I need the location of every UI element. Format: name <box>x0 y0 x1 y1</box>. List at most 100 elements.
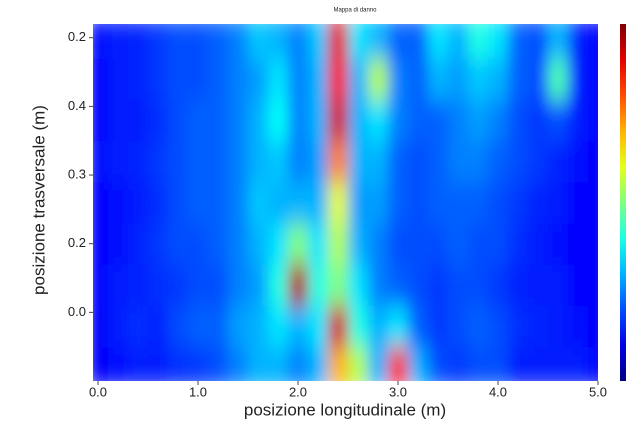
heat-cell <box>328 99 349 142</box>
heat-cell <box>248 264 269 306</box>
heat-cell <box>548 181 569 224</box>
heat-cell <box>208 58 229 101</box>
heat-cell <box>248 24 269 59</box>
heat-cell <box>348 223 369 265</box>
heat-cell <box>508 181 529 224</box>
heat-cell <box>488 264 509 306</box>
heat-cell <box>368 140 389 183</box>
heat-cell <box>408 264 429 306</box>
x-tick-label: 2.0 <box>289 384 307 399</box>
heat-cell <box>308 223 329 265</box>
heat-cell <box>328 264 349 306</box>
heat-cell <box>93 264 109 306</box>
x-tick-label: 4.0 <box>489 384 507 399</box>
heat-cell <box>488 99 509 142</box>
heat-cell <box>108 305 129 348</box>
heat-cell <box>288 264 309 306</box>
heat-cell <box>348 181 369 224</box>
heat-cell <box>508 140 529 183</box>
heat-cell <box>93 24 109 59</box>
heat-cell <box>388 305 409 348</box>
heat-cell <box>588 223 598 265</box>
heat-cell <box>128 181 149 224</box>
heat-cell <box>408 346 429 381</box>
chart-title: Mappa di danno <box>333 8 377 14</box>
heat-cell <box>508 264 529 306</box>
heat-cell <box>148 305 169 348</box>
heat-cell <box>168 99 189 142</box>
heat-cell <box>548 24 569 59</box>
heat-cell <box>208 140 229 183</box>
heat-cell <box>328 305 349 348</box>
heat-cell <box>328 58 349 101</box>
heat-cell <box>368 264 389 306</box>
heat-cell <box>228 24 249 59</box>
heat-cell <box>248 99 269 142</box>
heat-cell <box>588 58 598 101</box>
heat-cell <box>188 264 209 306</box>
heat-cell <box>308 181 329 224</box>
heat-cell <box>308 24 329 59</box>
heat-cell <box>268 223 289 265</box>
heat-cell <box>228 140 249 183</box>
heat-cell <box>308 58 329 101</box>
y-tick-label: 0.0 <box>68 304 86 319</box>
heat-cell <box>268 346 289 381</box>
heat-cell <box>228 264 249 306</box>
heat-cell <box>148 264 169 306</box>
heat-cell <box>168 223 189 265</box>
heat-cell <box>128 264 149 306</box>
heat-cell <box>488 58 509 101</box>
heat-cell <box>508 58 529 101</box>
heat-cell <box>448 140 469 183</box>
heat-cell <box>188 24 209 59</box>
heat-cell <box>368 58 389 101</box>
heat-cell <box>548 99 569 142</box>
heat-cell <box>548 58 569 101</box>
heat-cell <box>108 264 129 306</box>
heat-cell <box>568 181 589 224</box>
y-tick-label: 0.4 <box>68 98 86 113</box>
heat-cell <box>588 346 598 381</box>
heat-cell <box>128 223 149 265</box>
heat-cell <box>568 24 589 59</box>
heat-cell <box>508 24 529 59</box>
heat-cell <box>268 24 289 59</box>
heat-cell <box>468 24 489 59</box>
heat-cell <box>448 181 469 224</box>
heat-cell <box>568 305 589 348</box>
heat-cell <box>208 24 229 59</box>
heat-cell <box>508 99 529 142</box>
y-tick-label: 0.3 <box>68 166 86 181</box>
heat-cell <box>268 99 289 142</box>
heat-cell <box>93 99 109 142</box>
plot-area <box>93 24 598 381</box>
heat-cell <box>428 305 449 348</box>
heat-cell <box>368 223 389 265</box>
heat-cell <box>128 24 149 59</box>
heat-cell <box>248 305 269 348</box>
heat-cell <box>108 140 129 183</box>
heat-cell <box>328 346 349 381</box>
heat-cell <box>148 140 169 183</box>
heat-cell <box>448 305 469 348</box>
heat-cell <box>108 99 129 142</box>
heat-cell <box>428 264 449 306</box>
y-tick-label: 0.2 <box>68 235 86 250</box>
heat-cell <box>528 346 549 381</box>
heat-cell <box>408 140 429 183</box>
heat-cell <box>188 181 209 224</box>
heat-cell <box>228 223 249 265</box>
heat-cell <box>248 140 269 183</box>
heat-cell <box>588 99 598 142</box>
heat-cell <box>528 99 549 142</box>
colorbar <box>620 24 626 381</box>
heat-cell <box>288 181 309 224</box>
heat-cell <box>488 140 509 183</box>
heat-cell <box>548 140 569 183</box>
heat-cell <box>328 181 349 224</box>
heat-cell <box>228 99 249 142</box>
heat-cell <box>288 24 309 59</box>
heat-cell <box>168 181 189 224</box>
heat-cell <box>348 305 369 348</box>
